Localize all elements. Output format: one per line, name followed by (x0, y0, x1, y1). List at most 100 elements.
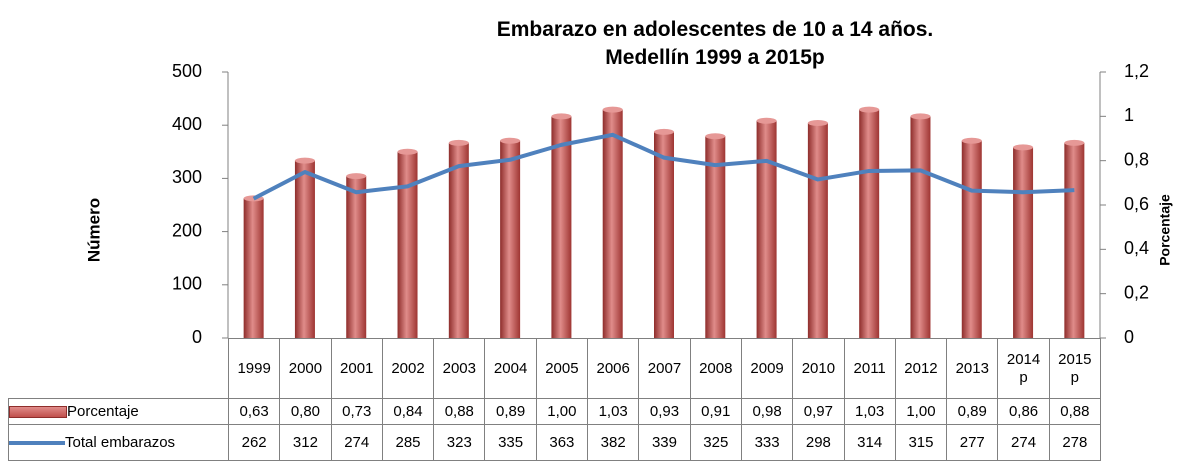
bar (654, 131, 674, 338)
table-value: 1,03 (843, 398, 896, 425)
category-label: 2000 (279, 338, 332, 399)
table-value: 0,86 (997, 398, 1050, 425)
table-value: 1,00 (535, 398, 589, 425)
table-value: 325 (689, 424, 742, 461)
table-value: 315 (894, 424, 948, 461)
legend-key (9, 440, 65, 445)
bar-cap (961, 137, 982, 144)
table-value: 1,00 (894, 398, 948, 425)
table-value: 363 (535, 424, 589, 461)
category-label: 1999 (228, 338, 281, 399)
category-label: 2011 (843, 338, 896, 399)
bar (294, 160, 315, 338)
bar (397, 151, 418, 338)
table-value: 0,89 (946, 398, 999, 425)
bar (1013, 147, 1034, 338)
legend-entry: Porcentaje (8, 398, 229, 425)
table-value: 0,88 (433, 398, 486, 425)
bar-cap (448, 139, 469, 146)
legend-label: Total embarazos (65, 433, 176, 451)
bar-cap (346, 173, 367, 180)
bar-cap (807, 119, 828, 126)
y2-tick-label: 1 (1124, 105, 1134, 125)
table-value: 277 (946, 424, 999, 461)
category-label: 2013 (946, 338, 999, 399)
table-value: 0,73 (330, 398, 383, 425)
bar (705, 136, 726, 338)
category-label: 2004 (484, 338, 537, 399)
bar-cap (551, 113, 572, 120)
line (252, 132, 1075, 201)
bar-cap (1064, 139, 1085, 146)
bar (346, 176, 367, 338)
y2-tick-label: 1,2 (1124, 61, 1149, 81)
y-tick-label: 500 (172, 61, 202, 81)
table-value: 298 (792, 424, 845, 461)
table-value: 323 (433, 424, 486, 461)
category-label: 2010 (792, 338, 845, 399)
y2-tick-label: 0,4 (1124, 238, 1149, 258)
y-tick-label: 300 (172, 167, 202, 187)
category-label: 2003 (433, 338, 486, 399)
table-value: 274 (997, 424, 1050, 461)
bar (807, 122, 828, 338)
category-label: 2015 p (1048, 338, 1101, 399)
category-label: 2005 (535, 338, 589, 399)
category-label: 2012 (894, 338, 948, 399)
y-tick-label: 100 (172, 274, 202, 294)
y-axis-label: Número (84, 198, 103, 262)
category-label: 2001 (330, 338, 383, 399)
bar (859, 109, 880, 338)
y-tick-label: 400 (172, 114, 202, 134)
table-value: 314 (843, 424, 896, 461)
category-label: 2007 (638, 338, 691, 399)
legend-label: Porcentaje (67, 402, 139, 420)
bar-cap (756, 117, 777, 124)
table-value: 274 (330, 424, 383, 461)
table-value: 0,93 (638, 398, 691, 425)
category-label: 2002 (381, 338, 435, 399)
table-value: 312 (279, 424, 332, 461)
table-value: 335 (484, 424, 537, 461)
table-value: 278 (1048, 424, 1101, 461)
table-value: 0,80 (279, 398, 332, 425)
bar (602, 109, 623, 338)
y2-tick-label: 0,2 (1124, 282, 1149, 302)
bar-cap (705, 133, 726, 140)
category-label: 2014 p (997, 338, 1050, 399)
table-value: 262 (228, 424, 281, 461)
bar-cap (500, 137, 521, 144)
bar (243, 198, 264, 338)
table-value: 0,63 (228, 398, 281, 425)
bar-cap (397, 148, 418, 155)
category-label: 2009 (740, 338, 794, 399)
table-value: 0,91 (689, 398, 742, 425)
category-label: 2008 (689, 338, 742, 399)
bar (756, 120, 777, 339)
bar-cap (1013, 144, 1034, 151)
bar (551, 116, 572, 338)
chart-title: Embarazo en adolescentes de 10 a 14 años… (496, 18, 934, 41)
y-tick-label: 0 (192, 327, 202, 347)
table-value: 333 (740, 424, 794, 461)
bar (1064, 142, 1085, 338)
table-value: 0,97 (792, 398, 845, 425)
bar (910, 116, 931, 338)
bar-cap (910, 113, 931, 120)
table-value: 0,84 (381, 398, 435, 425)
table-value: 285 (381, 424, 435, 461)
bar-cap (654, 128, 674, 135)
y2-tick-label: 0,6 (1124, 194, 1149, 214)
y-tick-label: 200 (172, 220, 202, 240)
bar (500, 140, 521, 338)
legend-key (9, 405, 67, 418)
y2-tick-label: 0,8 (1124, 149, 1149, 169)
bar-cap (294, 157, 315, 164)
category-label: 2006 (587, 338, 640, 399)
table-value: 0,88 (1048, 398, 1101, 425)
bar (448, 142, 469, 338)
table-value: 339 (638, 424, 691, 461)
table-value: 0,98 (740, 398, 794, 425)
